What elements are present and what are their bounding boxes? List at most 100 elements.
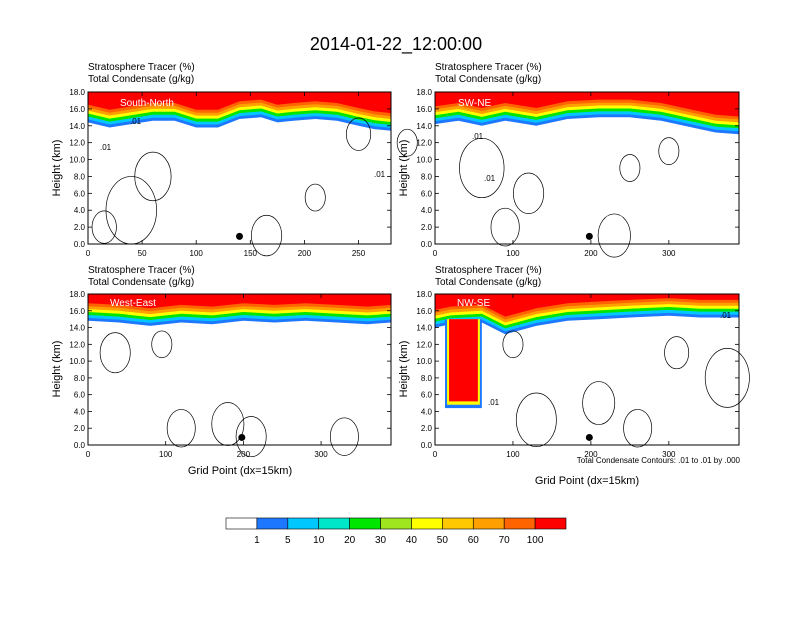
y-tick-label: 16.0 (69, 307, 85, 316)
y-tick-label: 18.0 (69, 88, 85, 97)
legend-swatch (288, 518, 319, 529)
y-tick-label: 4.0 (74, 407, 86, 416)
y-tick-label: 4.0 (74, 206, 86, 215)
legend-tick-label: 50 (437, 535, 449, 546)
location-marker (586, 434, 593, 441)
x-tick-label: 300 (662, 249, 676, 258)
y-tick-label: 8.0 (421, 374, 433, 383)
x-tick-label: 300 (314, 450, 328, 459)
cross-section-label: SW-NE (458, 98, 491, 109)
legend-swatch (473, 518, 504, 529)
y-tick-label: 8.0 (421, 172, 433, 181)
x-tick-label: 0 (86, 450, 91, 459)
legend-swatch (319, 518, 350, 529)
cross-section-label: West-East (110, 298, 156, 309)
legend-tick-label: 10 (313, 535, 325, 546)
x-tick-label: 200 (237, 450, 251, 459)
y-tick-label: 16.0 (69, 105, 85, 114)
y-tick-label: 10.0 (416, 156, 432, 165)
x-tick-label: 0 (433, 249, 438, 258)
y-tick-label: 12.0 (416, 340, 432, 349)
y-tick-label: 14.0 (416, 324, 432, 333)
legend-tick-label: 100 (527, 535, 544, 546)
legend-tick-label: 60 (468, 535, 480, 546)
legend-swatch (381, 518, 412, 529)
legend-swatch (226, 518, 257, 529)
contour-label: .01 (130, 117, 142, 126)
y-tick-label: 12.0 (416, 139, 432, 148)
y-axis-label: Height (km) (51, 341, 63, 398)
legend-tick-label: 1 (254, 535, 260, 546)
panel-title-tracer: Stratosphere Tracer (%) (435, 62, 542, 73)
y-tick-label: 0.0 (421, 240, 433, 249)
x-tick-label: 100 (190, 249, 204, 258)
y-tick-label: 0.0 (74, 240, 86, 249)
y-tick-label: 10.0 (69, 357, 85, 366)
legend-swatch (535, 518, 566, 529)
y-tick-label: 14.0 (69, 122, 85, 131)
y-tick-label: 2.0 (74, 424, 86, 433)
contour-label: .01 (720, 311, 732, 320)
cross-section-label: South-North (120, 98, 174, 109)
legend-tick-label: 40 (406, 535, 418, 546)
location-marker (238, 434, 245, 441)
x-axis-label: Grid Point (dx=15km) (188, 465, 292, 477)
x-tick-label: 100 (506, 450, 520, 459)
y-tick-label: 8.0 (74, 374, 86, 383)
x-tick-label: 150 (244, 249, 258, 258)
y-tick-label: 10.0 (69, 156, 85, 165)
y-tick-label: 2.0 (421, 223, 433, 232)
color-legend: 1 5 10 20 30 40 50 60 70 100 (226, 518, 566, 546)
x-tick-label: 100 (506, 249, 520, 258)
y-tick-label: 4.0 (421, 407, 433, 416)
legend-swatch (504, 518, 535, 529)
contour-footnote: Total Condensate Contours: .01 to .01 by… (577, 456, 741, 465)
contour-label: .01 (488, 398, 500, 407)
y-tick-label: 0.0 (74, 441, 86, 450)
x-axis-label: Grid Point (dx=15km) (535, 475, 639, 487)
y-tick-label: 18.0 (69, 290, 85, 299)
panel-nw-se: Stratosphere Tracer (%) Total Condensate… (398, 265, 749, 487)
location-marker (236, 233, 243, 240)
panel-title-condensate: Total Condensate (g/kg) (88, 74, 194, 85)
y-tick-label: 18.0 (416, 88, 432, 97)
legend-swatch (442, 518, 473, 529)
intrusion-core (449, 319, 478, 401)
panel-title-tracer: Stratosphere Tracer (%) (88, 265, 195, 276)
y-tick-label: 12.0 (69, 340, 85, 349)
legend-swatch (257, 518, 288, 529)
figure: 2014-01-22_12:00:00 Stratosphere Tracer … (0, 0, 792, 612)
panel-sw-ne: Stratosphere Tracer (%) Total Condensate… (398, 62, 739, 258)
y-tick-label: 2.0 (421, 424, 433, 433)
y-tick-label: 0.0 (421, 441, 433, 450)
y-axis-label: Height (km) (51, 140, 63, 197)
y-tick-label: 2.0 (74, 223, 86, 232)
x-tick-label: 50 (138, 249, 147, 258)
y-tick-label: 10.0 (416, 357, 432, 366)
location-marker (586, 233, 593, 240)
panel-title-tracer: Stratosphere Tracer (%) (88, 62, 195, 73)
y-tick-label: 6.0 (74, 189, 86, 198)
legend-swatch (350, 518, 381, 529)
y-tick-label: 8.0 (74, 172, 86, 181)
panel-title-condensate: Total Condensate (g/kg) (435, 74, 541, 85)
contour-label: .01 (484, 174, 496, 183)
y-tick-label: 12.0 (69, 139, 85, 148)
legend-tick-label: 5 (285, 535, 291, 546)
x-tick-label: 0 (86, 249, 91, 258)
legend-tick-label: 70 (499, 535, 511, 546)
y-tick-label: 14.0 (416, 122, 432, 131)
panel-title-tracer: Stratosphere Tracer (%) (435, 265, 542, 276)
x-tick-label: 250 (352, 249, 366, 258)
legend-tick-label: 20 (344, 535, 356, 546)
y-tick-label: 14.0 (69, 324, 85, 333)
x-tick-label: 100 (159, 450, 173, 459)
panel-title-condensate: Total Condensate (g/kg) (88, 277, 194, 288)
contour-label: .01 (374, 170, 386, 179)
y-tick-label: 6.0 (421, 391, 433, 400)
legend-tick-label: 30 (375, 535, 387, 546)
panel-south-north: Stratosphere Tracer (%) Total Condensate… (51, 62, 417, 258)
y-tick-label: 16.0 (416, 307, 432, 316)
panel-title-condensate: Total Condensate (g/kg) (435, 277, 541, 288)
y-tick-label: 16.0 (416, 105, 432, 114)
